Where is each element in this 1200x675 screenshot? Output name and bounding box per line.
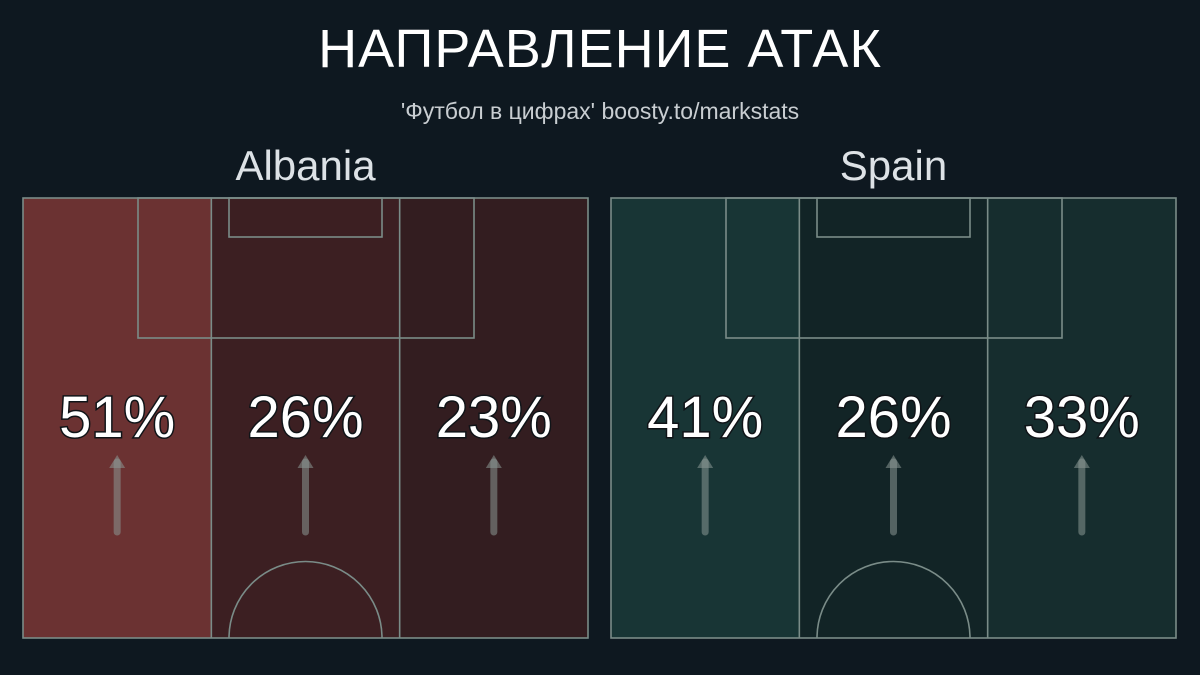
zone-left [23,198,212,638]
arrow-head-icon [885,455,902,468]
page-title: НАПРАВЛЕНИЕ АТАК [318,19,882,79]
arrow-head-icon [109,455,126,468]
team-name-albania: Albania [235,142,376,189]
pitch-spain: 41% 26% 33% [610,197,1177,639]
subtitle: 'Футбол в цифрах' boosty.to/markstats [400,98,800,124]
goal-area [228,197,383,238]
pitch-albania: 51% 26% 23% [22,197,589,639]
team-name-spain: Spain [839,142,948,189]
percentage-label: 51% [59,385,175,450]
arrow-head-icon [697,455,714,468]
center-circle [816,560,971,639]
percentage-label: 26% [247,385,363,450]
percentage-label: 41% [647,385,763,450]
percentage-label: 33% [1024,385,1140,450]
zone-left [611,198,800,638]
zone-right [987,198,1176,638]
percentage-label: 26% [835,385,951,450]
center-circle [228,560,383,639]
zone-center [799,198,988,638]
arrow-head-icon [1073,455,1090,468]
arrow-head-icon [297,455,314,468]
zone-right [399,198,588,638]
arrow-head-icon [485,455,502,468]
zone-center [211,198,400,638]
percentage-label: 23% [436,385,552,450]
goal-area [816,197,971,238]
